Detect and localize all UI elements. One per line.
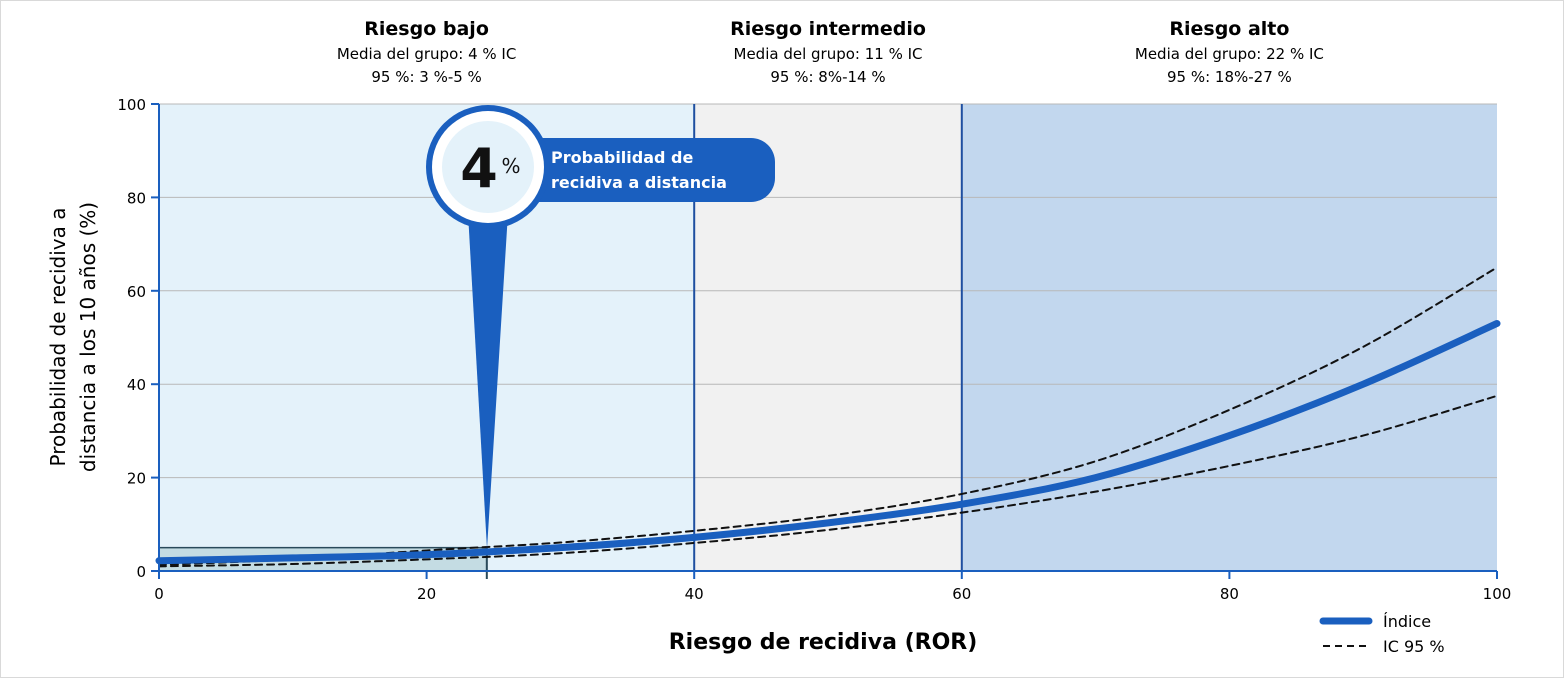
zone-subtitle-1-line-1: Media del grupo: 11 % IC xyxy=(734,45,923,63)
y-axis-title-line-2: distancia a los 10 años (%) xyxy=(76,202,100,472)
zone-title-2: Riesgo alto xyxy=(1169,18,1289,40)
callout-ring-inner xyxy=(442,121,534,213)
callout-unit: % xyxy=(501,154,520,178)
callout-value: 4 xyxy=(460,137,498,200)
y-tick-label-40: 40 xyxy=(127,376,146,394)
y-tick-label-100: 100 xyxy=(117,96,146,114)
zone-subtitle-2-line-2: 95 %: 18%-27 % xyxy=(1167,68,1292,86)
zone-title-0: Riesgo bajo xyxy=(364,18,489,40)
x-tick-label-100: 100 xyxy=(1483,585,1512,603)
callout-text-line-2: recidiva a distancia xyxy=(551,173,727,192)
y-tick-label-60: 60 xyxy=(127,283,146,301)
zone-subtitle-2-line-1: Media del grupo: 22 % IC xyxy=(1135,45,1324,63)
x-tick-label-80: 80 xyxy=(1220,585,1239,603)
legend-label-indice: Índice xyxy=(1383,612,1431,631)
x-tick-label-40: 40 xyxy=(685,585,704,603)
y-tick-label-80: 80 xyxy=(127,189,146,207)
zone-subtitle-0-line-2: 95 %: 3 %-5 % xyxy=(371,68,481,86)
y-tick-label-0: 0 xyxy=(136,563,146,581)
y-tick-label-20: 20 xyxy=(127,470,146,488)
callout-marker: 4 % Probabilidad de recidiva a distancia xyxy=(426,105,775,549)
zone-subtitle-1-line-2: 95 %: 8%-14 % xyxy=(770,68,885,86)
x-tick-label-0: 0 xyxy=(154,585,164,603)
x-tick-label-20: 20 xyxy=(417,585,436,603)
callout-text-line-1: Probabilidad de xyxy=(551,148,693,167)
x-axis-title: Riesgo de recidiva (ROR) xyxy=(669,630,978,655)
legend: Índice IC 95 % xyxy=(1319,612,1445,656)
zone-band-2 xyxy=(961,104,1497,571)
series-line-ic-lower xyxy=(158,394,1498,568)
y-axis-title-line-1: Probabilidad de recidiva a xyxy=(46,207,70,466)
zone-subtitle-0-line-1: Media del grupo: 4 % IC xyxy=(337,45,516,63)
series-line-indice xyxy=(155,319,1501,565)
x-tick-label-60: 60 xyxy=(952,585,971,603)
legend-label-ic: IC 95 % xyxy=(1383,637,1445,656)
callout-pointer xyxy=(468,213,508,549)
zone-title-1: Riesgo intermedio xyxy=(730,18,926,40)
